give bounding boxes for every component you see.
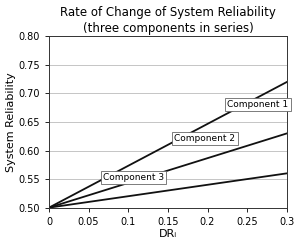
X-axis label: DRᵢ: DRᵢ: [159, 230, 177, 239]
Title: Rate of Change of System Reliability
(three components in series): Rate of Change of System Reliability (th…: [60, 6, 276, 35]
Text: Component 1: Component 1: [227, 100, 289, 109]
Text: Component 3: Component 3: [103, 173, 164, 182]
Text: Component 2: Component 2: [174, 134, 235, 143]
Y-axis label: System Reliability: System Reliability: [6, 72, 16, 172]
